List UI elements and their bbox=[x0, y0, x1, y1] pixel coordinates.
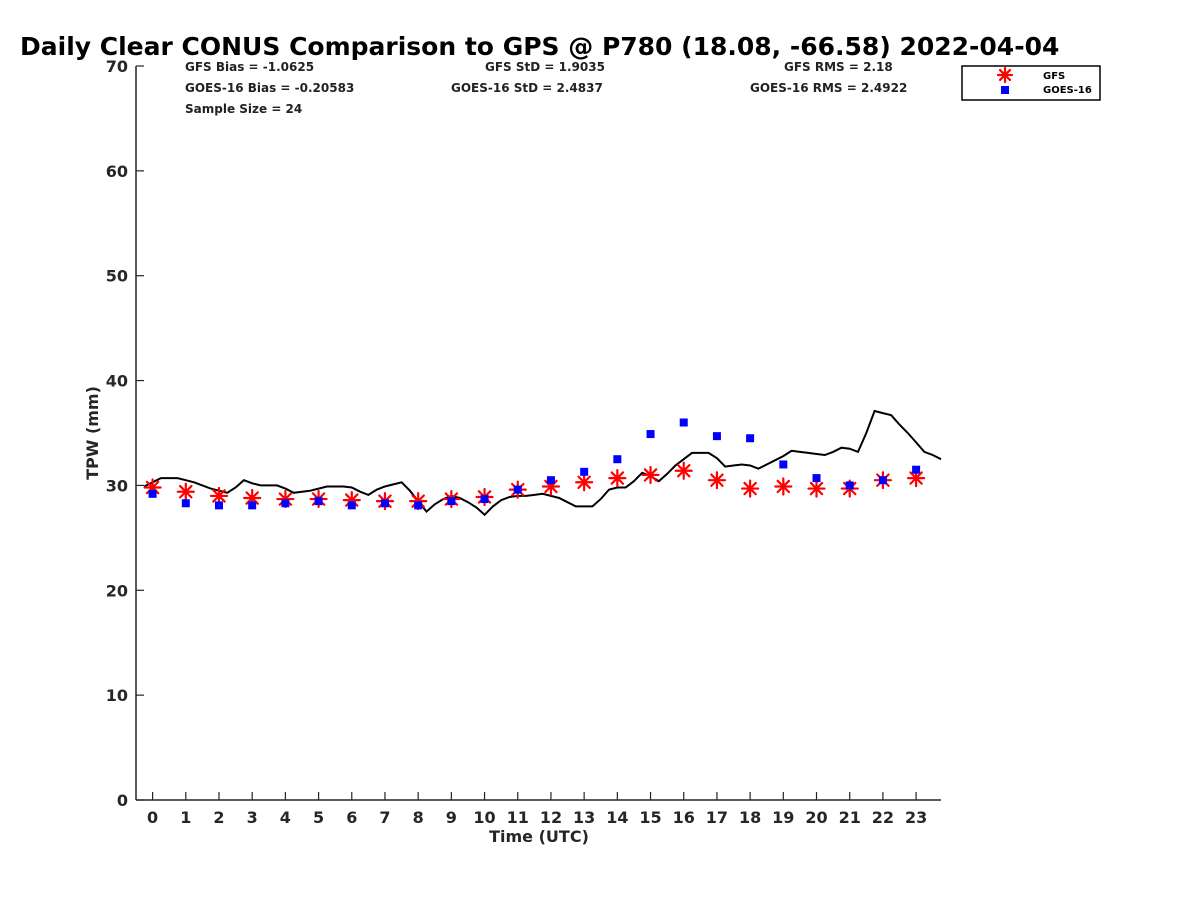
x-tick-label: 23 bbox=[905, 808, 927, 827]
y-tick-label: 10 bbox=[106, 686, 128, 705]
gfs-point bbox=[641, 465, 660, 485]
legend-goes-marker bbox=[1001, 86, 1009, 94]
x-tick-label: 14 bbox=[606, 808, 628, 827]
x-tick-label: 2 bbox=[213, 808, 224, 827]
gfs-bias-stat: GFS Bias = -1.0625 bbox=[185, 60, 314, 74]
legend-box bbox=[961, 65, 1101, 101]
gfs-point bbox=[209, 486, 229, 506]
x-tick-label: 20 bbox=[805, 808, 827, 827]
legend-goes-label: GOES-16 bbox=[1043, 85, 1092, 96]
x-tick-label: 19 bbox=[772, 808, 794, 827]
sample-size-stat: Sample Size = 24 bbox=[185, 102, 302, 116]
legend-gfs-label: GFS bbox=[1043, 71, 1065, 82]
x-tick-label: 4 bbox=[280, 808, 291, 827]
x-tick-label: 0 bbox=[147, 808, 158, 827]
x-tick-label: 15 bbox=[639, 808, 661, 827]
goes16-point bbox=[414, 501, 423, 510]
y-tick-label: 30 bbox=[106, 476, 128, 495]
goes16-point bbox=[314, 497, 323, 506]
gfs-point bbox=[608, 468, 627, 488]
gfs-point bbox=[774, 477, 793, 496]
y-tick-label: 70 bbox=[106, 57, 128, 76]
gps-series-line bbox=[143, 409, 942, 517]
goes16-point bbox=[646, 430, 655, 439]
x-tick-label: 22 bbox=[872, 808, 894, 827]
x-tick-label: 16 bbox=[673, 808, 695, 827]
goes16-point bbox=[447, 497, 456, 506]
goes16-point bbox=[281, 499, 290, 508]
x-tick-label: 21 bbox=[839, 808, 861, 827]
goes-std-stat: GOES-16 StD = 2.4837 bbox=[451, 81, 603, 95]
x-tick-label: 18 bbox=[739, 808, 761, 827]
y-tick-label: 50 bbox=[106, 267, 128, 286]
goes16-point bbox=[712, 432, 721, 441]
x-tick-label: 9 bbox=[446, 808, 457, 827]
x-tick-label: 6 bbox=[346, 808, 357, 827]
legend: GFS GOES-16 bbox=[961, 65, 1101, 101]
goes16-point bbox=[580, 467, 589, 476]
goes16-point bbox=[214, 501, 223, 510]
goes16-point bbox=[480, 495, 489, 504]
goes16-point bbox=[779, 460, 788, 469]
gfs-point bbox=[176, 482, 195, 501]
goes-rms-stat: GOES-16 RMS = 2.4922 bbox=[750, 81, 907, 95]
goes16-point bbox=[679, 418, 688, 427]
x-tick-label: 11 bbox=[507, 808, 529, 827]
y-tick-label: 60 bbox=[106, 162, 128, 181]
goes16-point bbox=[878, 476, 887, 485]
legend-gfs-asterisk bbox=[996, 66, 1014, 84]
x-tick-label: 17 bbox=[706, 808, 728, 827]
goes16-point bbox=[845, 481, 854, 490]
goes16-point bbox=[546, 476, 555, 485]
goes16-point bbox=[181, 499, 190, 508]
gfs-point bbox=[807, 479, 826, 498]
goes16-point bbox=[613, 455, 622, 464]
gfs-point bbox=[707, 471, 727, 490]
x-tick-label: 3 bbox=[247, 808, 258, 827]
y-tick-label: 20 bbox=[106, 581, 128, 600]
gfs-point bbox=[674, 461, 693, 480]
goes16-point bbox=[812, 474, 821, 483]
goes16-point bbox=[347, 501, 356, 510]
x-tick-label: 7 bbox=[379, 808, 390, 827]
goes-bias-stat: GOES-16 Bias = -0.20583 bbox=[185, 81, 354, 95]
goes16-point bbox=[380, 499, 389, 508]
x-tick-label: 8 bbox=[413, 808, 424, 827]
legend-gfs-marker bbox=[996, 66, 1014, 84]
gfs-point bbox=[575, 473, 594, 492]
x-tick-label: 10 bbox=[473, 808, 495, 827]
goes16-point bbox=[148, 489, 157, 498]
x-axis-label: Time (UTC) bbox=[489, 827, 589, 846]
gfs-std-stat: GFS StD = 1.9035 bbox=[485, 60, 605, 74]
chart-title: Daily Clear CONUS Comparison to GPS @ P7… bbox=[20, 32, 1059, 61]
x-tick-label: 13 bbox=[573, 808, 595, 827]
x-tick-label: 12 bbox=[540, 808, 562, 827]
x-tick-label: 5 bbox=[313, 808, 324, 827]
gfs-rms-stat: GFS RMS = 2.18 bbox=[784, 60, 893, 74]
goes16-point bbox=[248, 501, 257, 510]
y-axis-label: TPW (mm) bbox=[83, 386, 102, 480]
y-tick-label: 0 bbox=[117, 791, 128, 810]
x-tick-label: 1 bbox=[180, 808, 191, 827]
goes16-point bbox=[513, 485, 522, 494]
gfs-point bbox=[741, 479, 760, 498]
goes16-point bbox=[746, 434, 755, 443]
y-tick-label: 40 bbox=[106, 372, 128, 391]
goes16-point bbox=[912, 465, 921, 474]
